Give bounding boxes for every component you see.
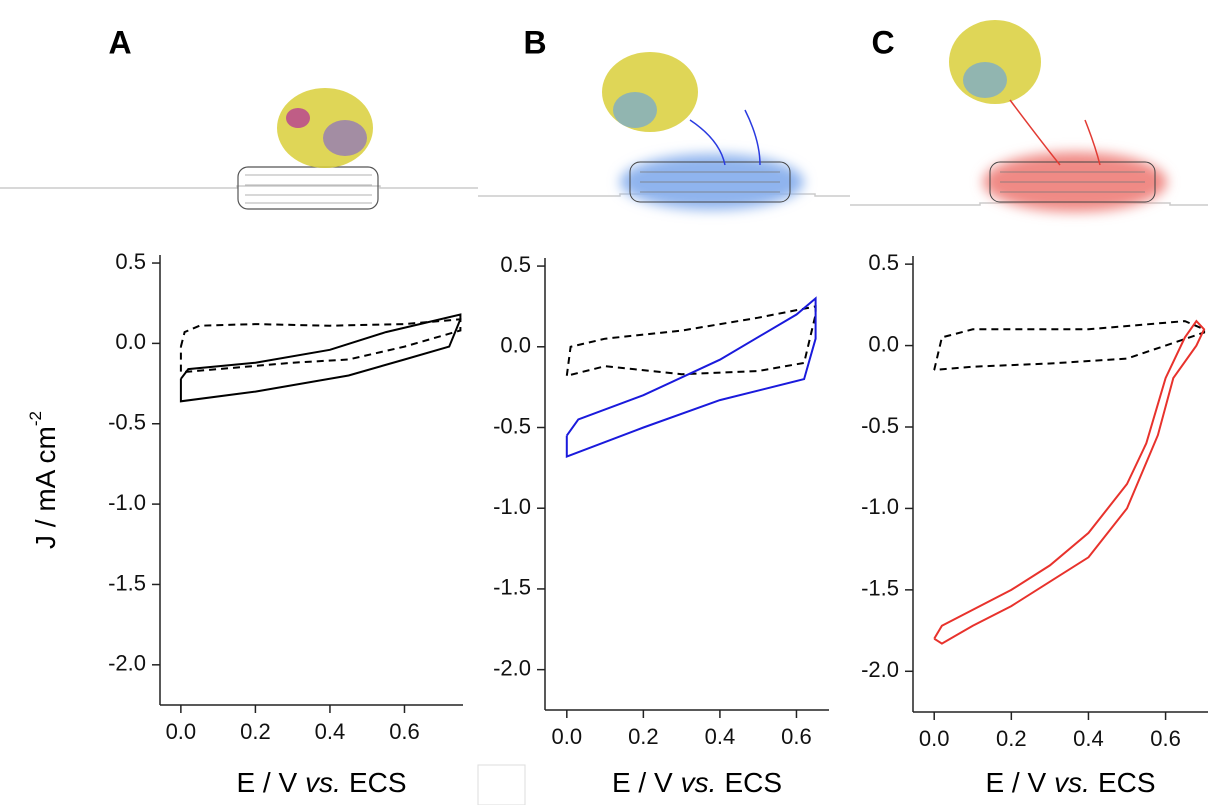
y-tick-label: -1.0: [861, 494, 899, 519]
cv-curve: [565, 296, 817, 459]
y-tick-label: 0.0: [115, 329, 146, 354]
panel-label: A: [108, 24, 131, 60]
cv-curve: [933, 319, 1206, 645]
cv-curve: [179, 313, 462, 403]
empty-box: [477, 764, 526, 806]
x-axis-label-part: vs.: [681, 767, 717, 798]
x-axis-label-part: E / V: [236, 767, 297, 798]
y-tick-label: -2.0: [493, 655, 531, 680]
y-tick-label: -1.0: [108, 490, 146, 515]
y-tick-label: -0.5: [493, 413, 531, 438]
y-tick-label: -1.5: [493, 575, 531, 600]
cv-curve: [179, 318, 462, 374]
y-tick-label: -2.0: [108, 651, 146, 676]
y-axis-label: J / mA cm-2: [26, 411, 61, 549]
y-tick-label: -2.0: [861, 657, 899, 682]
x-tick-label: 0.0: [166, 719, 197, 744]
x-tick-label: 0.4: [1073, 726, 1104, 751]
x-tick-label: 0.2: [240, 719, 271, 744]
cv-curve: [933, 320, 1206, 371]
x-tick-label: 0.4: [705, 724, 736, 749]
y-tick-label: -1.0: [493, 494, 531, 519]
x-tick-label: 0.2: [628, 724, 659, 749]
y-tick-label: 0.5: [500, 252, 531, 277]
x-tick-label: 0.6: [1150, 726, 1181, 751]
x-tick-label: 0.6: [781, 724, 812, 749]
y-axis-label-sup: -2: [26, 411, 45, 426]
y-tick-label: 0.0: [868, 331, 899, 356]
panel-label: B: [523, 24, 546, 60]
x-tick-label: 0.0: [552, 724, 583, 749]
cv-curve: [565, 305, 817, 377]
y-tick-label: -1.5: [861, 576, 899, 601]
y-tick-label: -0.5: [861, 413, 899, 438]
x-tick-label: 0.2: [996, 726, 1027, 751]
x-axis-label-part: ECS: [1098, 767, 1156, 798]
x-axis-label-part: vs.: [305, 767, 341, 798]
x-axis-label: E / V vs. ECS: [985, 767, 1155, 798]
x-axis-label: E / V vs. ECS: [612, 767, 782, 798]
y-tick-label: -0.5: [108, 410, 146, 435]
y-tick-label: 0.5: [868, 250, 899, 275]
x-axis-label-part: ECS: [724, 767, 782, 798]
y-axis-label-main: J / mA cm: [30, 426, 61, 549]
x-axis-label: E / V vs. ECS: [236, 767, 406, 798]
x-axis-label-part: ECS: [349, 767, 407, 798]
x-axis-label-part: E / V: [612, 767, 673, 798]
panel-label: C: [871, 24, 894, 60]
x-tick-label: 0.0: [919, 726, 950, 751]
y-tick-label: 0.5: [115, 249, 146, 274]
x-axis-label-part: vs.: [1054, 767, 1090, 798]
x-axis-label-part: E / V: [985, 767, 1046, 798]
x-tick-label: 0.6: [389, 719, 420, 744]
x-tick-label: 0.4: [315, 719, 346, 744]
y-tick-label: -1.5: [108, 570, 146, 595]
y-tick-label: 0.0: [500, 333, 531, 358]
illustration: [0, 20, 1208, 212]
